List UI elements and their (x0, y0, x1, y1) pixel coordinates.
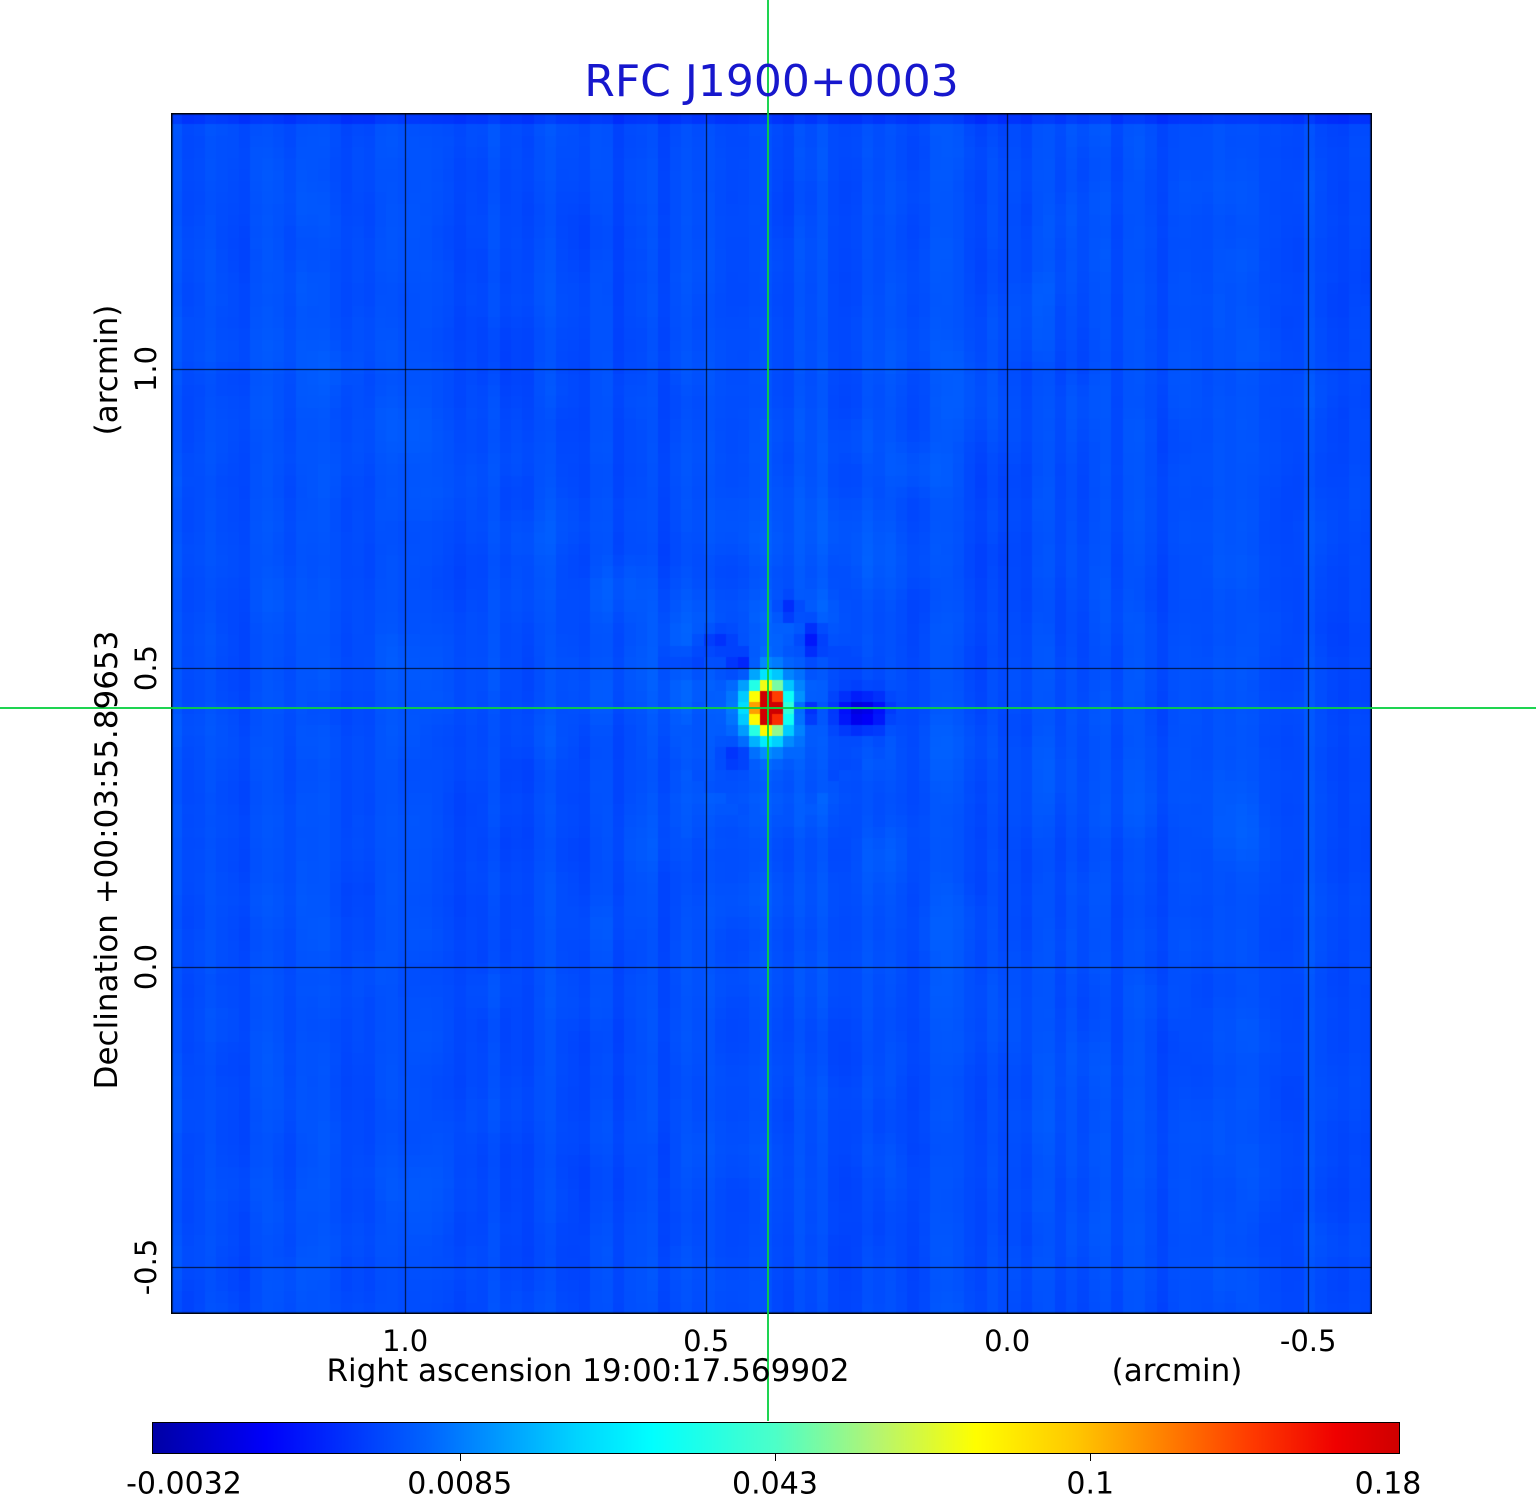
x-tick-label: 0.5 (683, 1324, 730, 1358)
x-tick-label: -0.5 (1279, 1324, 1337, 1358)
x-axis-label: Right ascension 19:00:17.569902 (326, 1353, 850, 1389)
y-tick-label: 1.0 (129, 345, 163, 392)
x-tick-label: 1.0 (382, 1324, 429, 1358)
y-tick-label: -0.5 (129, 1238, 163, 1295)
crosshair-vertical-line (767, 0, 769, 1421)
colorbar-tick-label: 0.0085 (407, 1466, 513, 1502)
y-axis-unit-label: (arcmin) (89, 304, 125, 436)
x-tick-label: 0.0 (984, 1324, 1031, 1358)
colorbar-tick (775, 1453, 776, 1461)
colorbar-tick-label: 0.043 (732, 1466, 818, 1502)
x-axis-unit-label: (arcmin) (1111, 1353, 1243, 1389)
colorbar-tick (1090, 1453, 1091, 1461)
colorbar-tick-label: 0.18 (1354, 1466, 1422, 1502)
colorbar-tick-label: 0.1 (1066, 1466, 1115, 1502)
colorbar (152, 1422, 1400, 1454)
plot-title: RFC J1900+0003 (584, 56, 959, 107)
y-tick-label: 0.0 (129, 944, 163, 991)
colorbar-tick-label: -0.0032 (126, 1466, 242, 1502)
radio-map-canvas (171, 113, 1372, 1314)
crosshair-horizontal-line (0, 707, 1536, 709)
colorbar-gradient (153, 1423, 1399, 1453)
y-axis-label: Declination +00:03:55.89653 (89, 630, 125, 1090)
colorbar-tick (460, 1453, 461, 1461)
y-tick-label: 0.5 (129, 644, 163, 692)
